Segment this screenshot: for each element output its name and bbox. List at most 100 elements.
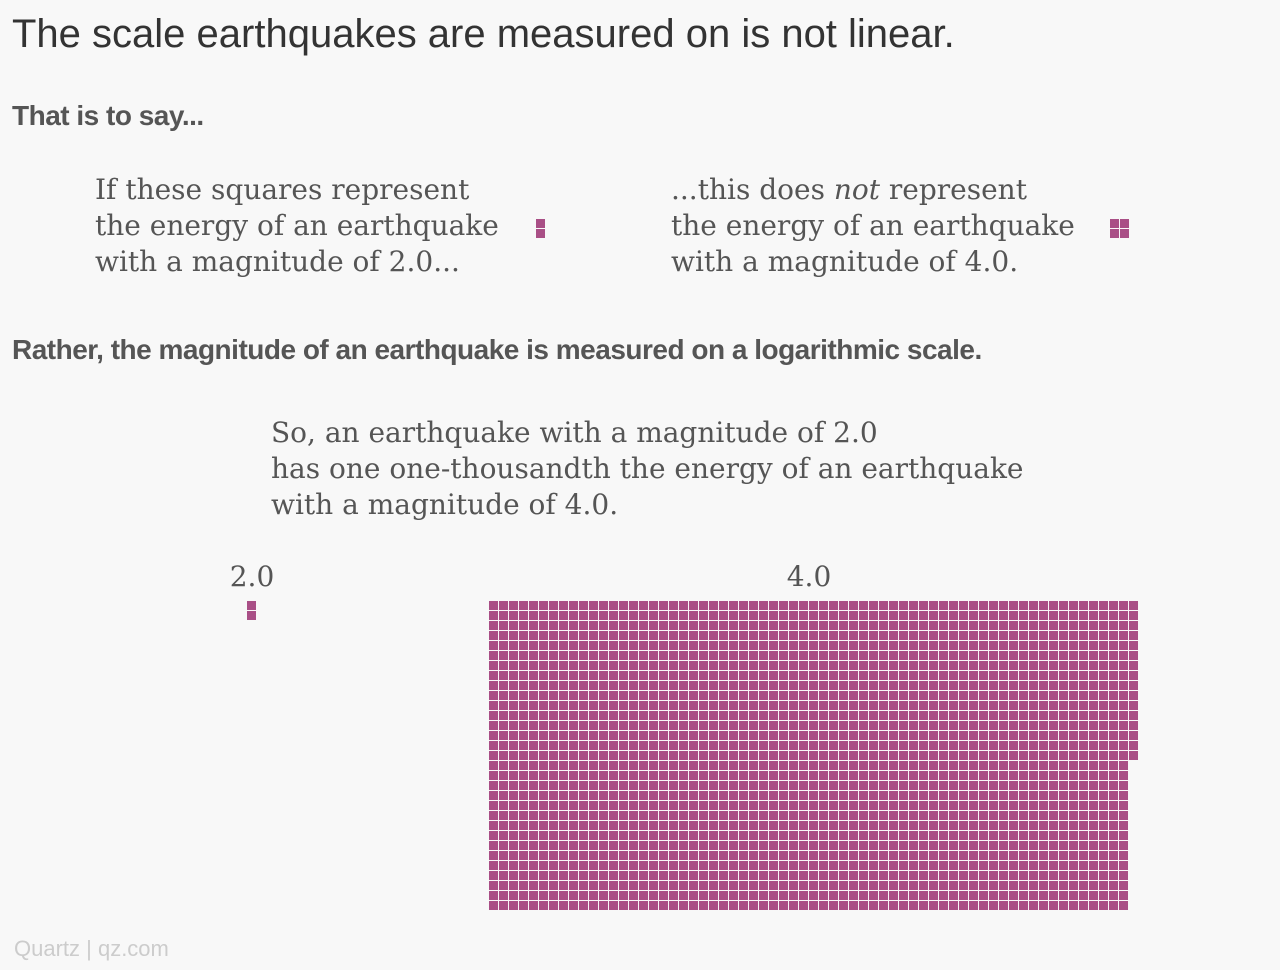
mag-4-0-square <box>1109 701 1118 710</box>
mag-4-0-square <box>799 831 808 840</box>
mag-4-0-square <box>889 651 898 660</box>
mag-4-0-square <box>879 831 888 840</box>
mag-4-0-square <box>899 761 908 770</box>
mag-4-0-square <box>839 781 848 790</box>
mag-4-0-square <box>489 661 498 670</box>
mag-4-0-square <box>929 841 938 850</box>
mag-4-0-square <box>779 821 788 830</box>
mag-4-0-square <box>999 881 1008 890</box>
mag-4-0-square <box>1009 881 1018 890</box>
mag-4-0-square <box>909 601 918 610</box>
mag-4-0-square <box>1019 641 1028 650</box>
left-line-2: the energy of an earthquake <box>95 209 499 242</box>
mag-4-0-square <box>629 901 638 910</box>
mag-4-0-square <box>909 621 918 630</box>
mag-4-0-square <box>969 891 978 900</box>
mag-4-0-square <box>1059 651 1068 660</box>
mag-4-0-square <box>819 741 828 750</box>
mag-4-0-square <box>909 681 918 690</box>
mag-4-0-square <box>589 791 598 800</box>
mag-4-0-square <box>1079 661 1088 670</box>
mag-4-0-square <box>609 751 618 760</box>
mag-4-0-square <box>1079 671 1088 680</box>
mag-4-0-square <box>1119 771 1128 780</box>
mag-4-0-square <box>1069 801 1078 810</box>
mag-4-0-square <box>949 841 958 850</box>
mag-4-0-square <box>799 761 808 770</box>
mag-4-0-square <box>809 821 818 830</box>
mag-4-0-square <box>579 831 588 840</box>
mag-4-0-square <box>779 791 788 800</box>
mag-4-0-square <box>589 631 598 640</box>
mag-4-0-square <box>979 771 988 780</box>
example-4-0-square <box>1110 219 1119 228</box>
mag-4-0-square <box>819 601 828 610</box>
mag-4-0-square <box>1079 721 1088 730</box>
mag-4-0-square <box>969 831 978 840</box>
mag-4-0-square <box>589 861 598 870</box>
mag-4-0-square <box>829 801 838 810</box>
mag-4-0-square <box>669 861 678 870</box>
mag-4-0-square <box>789 651 798 660</box>
mag-4-0-square <box>799 771 808 780</box>
mag-4-0-square <box>559 701 568 710</box>
mag-4-0-square <box>829 761 838 770</box>
mag-4-0-square <box>1089 701 1098 710</box>
mag-4-0-square <box>899 881 908 890</box>
mag-4-0-square <box>939 831 948 840</box>
mag-4-0-square <box>1009 711 1018 720</box>
mag-4-0-square <box>519 831 528 840</box>
mag-4-0-square <box>959 651 968 660</box>
mag-4-0-square <box>879 671 888 680</box>
mag-4-0-square <box>919 891 928 900</box>
mag-4-0-square <box>999 621 1008 630</box>
mag-4-0-square <box>589 721 598 730</box>
mag-4-0-square <box>819 681 828 690</box>
mag-4-0-square <box>799 801 808 810</box>
mag-4-0-square <box>989 881 998 890</box>
mag-4-0-square <box>529 851 538 860</box>
mag-4-0-square <box>1119 891 1128 900</box>
mag-4-0-square <box>889 771 898 780</box>
mag-4-0-square <box>659 841 668 850</box>
mag-4-0-square <box>1059 851 1068 860</box>
mag-4-0-square <box>719 741 728 750</box>
left-line-3: with a magnitude of 2.0... <box>95 245 460 278</box>
mag-4-0-square <box>899 861 908 870</box>
mag-4-0-square <box>739 771 748 780</box>
mag-4-0-square <box>869 641 878 650</box>
mag-4-0-square <box>1039 791 1048 800</box>
mag-4-0-square <box>529 761 538 770</box>
mag-4-0-square <box>549 831 558 840</box>
mag-4-0-square <box>1049 841 1058 850</box>
mag-4-0-square <box>629 691 638 700</box>
mag-4-0-square <box>879 791 888 800</box>
mag-4-0-square <box>849 731 858 740</box>
mag-4-0-square <box>979 891 988 900</box>
mag-4-0-square <box>1119 621 1128 630</box>
mag-4-0-square <box>859 671 868 680</box>
mag-4-0-square <box>1079 751 1088 760</box>
mag-4-0-square <box>819 611 828 620</box>
mag-4-0-square <box>679 901 688 910</box>
mag-4-0-square <box>949 661 958 670</box>
mag-4-0-square <box>879 761 888 770</box>
mag-4-0-square <box>849 721 858 730</box>
mag-4-0-square <box>659 671 668 680</box>
mag-4-0-square <box>649 701 658 710</box>
mag-4-0-square <box>569 881 578 890</box>
mag-4-0-square <box>609 851 618 860</box>
mag-4-0-square <box>959 641 968 650</box>
mag-4-0-square <box>559 621 568 630</box>
mag-4-0-square <box>729 701 738 710</box>
mag-4-0-square <box>629 841 638 850</box>
mag-4-0-square <box>769 661 778 670</box>
mag-4-0-square <box>519 701 528 710</box>
mag-4-0-square <box>779 661 788 670</box>
mag-4-0-square <box>679 871 688 880</box>
mag-4-0-square <box>819 831 828 840</box>
mag-4-0-square <box>849 891 858 900</box>
mag-4-0-square <box>1109 781 1118 790</box>
mag-4-0-square <box>849 641 858 650</box>
mag-4-0-square <box>489 601 498 610</box>
